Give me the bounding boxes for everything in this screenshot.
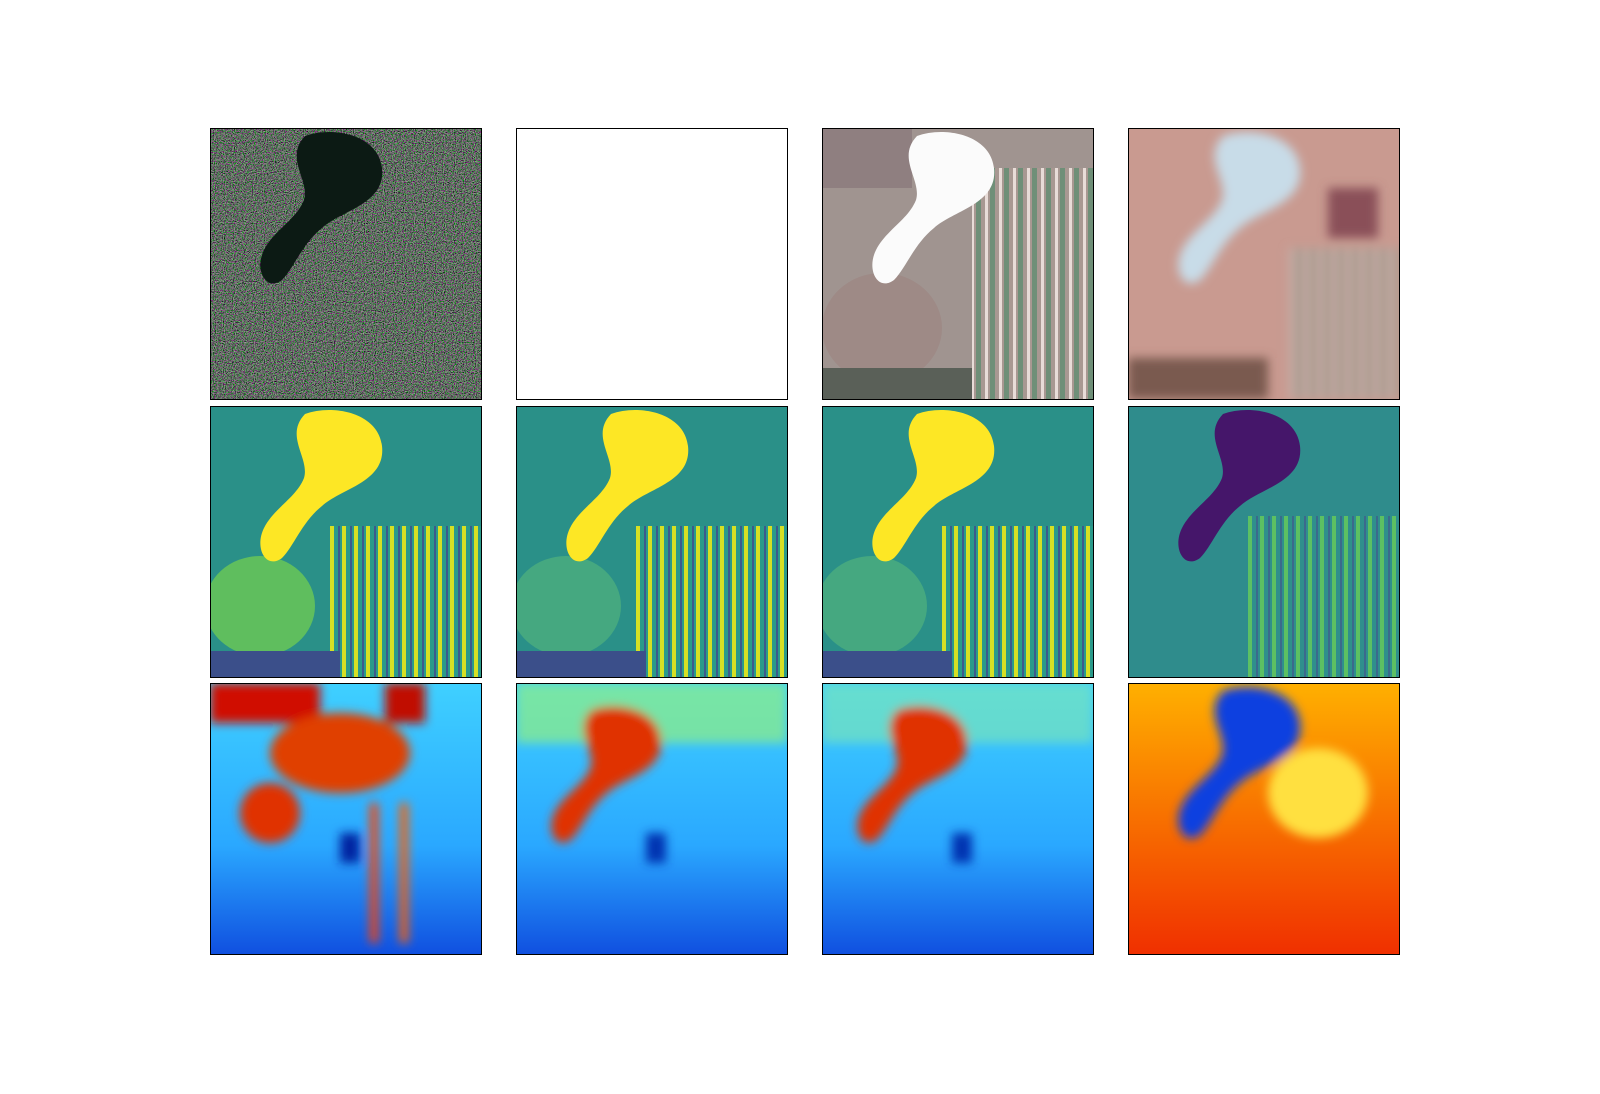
panel-jet-1: [210, 683, 481, 954]
panel-pred-rgb: [1128, 128, 1399, 399]
panel-rgb: [822, 128, 1093, 399]
panel-jet-4: [1128, 683, 1399, 954]
panel-sar: [210, 128, 481, 399]
panel-blank: [516, 128, 787, 399]
panel-viridis-4: [1128, 406, 1399, 677]
panel-viridis-2: [516, 406, 787, 677]
panel-jet-3: [822, 683, 1093, 954]
panel-frames: [210, 128, 1400, 955]
panel-viridis-1: [210, 406, 481, 677]
panel-viridis-3: [822, 406, 1093, 677]
panel-jet-2: [516, 683, 787, 954]
